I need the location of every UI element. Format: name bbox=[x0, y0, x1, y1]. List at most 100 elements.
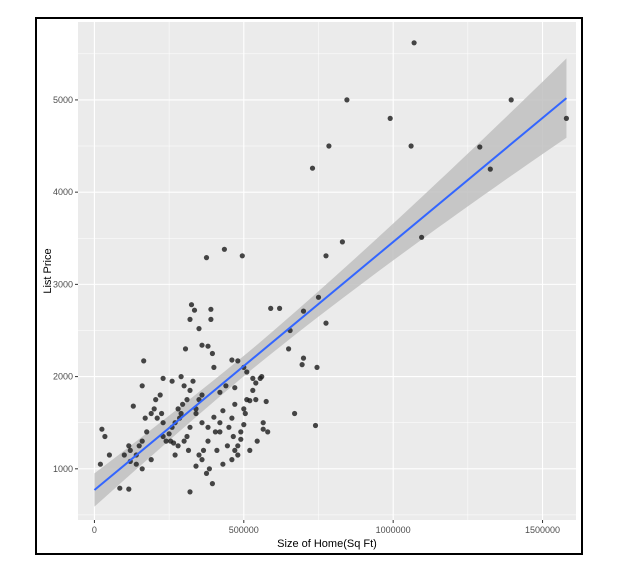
data-point bbox=[299, 362, 305, 368]
data-point bbox=[139, 438, 145, 444]
data-point bbox=[175, 443, 181, 449]
data-point bbox=[127, 447, 133, 453]
data-point bbox=[121, 452, 127, 458]
data-point bbox=[229, 457, 235, 463]
data-point bbox=[106, 452, 112, 458]
data-point bbox=[254, 438, 260, 444]
data-point bbox=[208, 306, 214, 312]
data-point bbox=[387, 115, 393, 121]
minor-gridlines bbox=[78, 22, 576, 520]
data-point bbox=[139, 466, 145, 472]
data-point bbox=[247, 447, 253, 453]
data-point bbox=[209, 481, 215, 487]
data-point bbox=[487, 166, 493, 172]
data-point bbox=[99, 426, 105, 432]
data-point bbox=[144, 429, 150, 435]
data-point bbox=[199, 342, 205, 348]
data-point bbox=[211, 364, 217, 370]
data-point bbox=[157, 392, 163, 398]
data-point bbox=[235, 443, 241, 449]
data-point bbox=[199, 420, 205, 426]
data-point bbox=[154, 415, 160, 421]
data-point bbox=[217, 389, 223, 395]
data-point bbox=[411, 40, 417, 46]
data-point bbox=[253, 380, 259, 386]
data-point bbox=[229, 415, 235, 421]
x-axis-ticks: 0 500000 1000000 1500000 bbox=[92, 520, 560, 535]
data-point bbox=[141, 358, 147, 364]
data-point bbox=[277, 305, 283, 311]
data-point bbox=[241, 422, 247, 428]
data-point bbox=[178, 374, 184, 380]
data-point bbox=[241, 406, 247, 412]
data-point bbox=[188, 302, 195, 308]
data-point bbox=[326, 143, 332, 149]
data-point bbox=[230, 433, 236, 440]
data-point bbox=[130, 403, 136, 409]
data-point bbox=[300, 308, 307, 314]
data-point bbox=[300, 355, 307, 361]
data-point bbox=[260, 420, 266, 426]
data-point bbox=[212, 429, 218, 435]
data-point bbox=[203, 470, 210, 476]
data-point bbox=[244, 397, 250, 403]
data-point bbox=[160, 420, 166, 426]
data-point bbox=[148, 457, 154, 463]
data-point bbox=[239, 253, 245, 259]
data-point bbox=[136, 443, 142, 449]
data-point bbox=[181, 383, 187, 389]
data-point bbox=[286, 346, 292, 352]
data-point bbox=[323, 320, 329, 326]
data-point bbox=[214, 447, 220, 453]
data-point bbox=[232, 385, 238, 391]
data-point bbox=[151, 406, 157, 412]
data-point bbox=[220, 408, 226, 414]
data-point bbox=[315, 294, 322, 300]
data-point bbox=[175, 406, 181, 412]
data-point bbox=[169, 378, 175, 384]
data-point bbox=[193, 463, 199, 469]
data-point bbox=[182, 346, 189, 352]
data-point bbox=[232, 401, 238, 407]
data-point bbox=[102, 433, 108, 440]
data-point bbox=[344, 97, 350, 103]
regression-line bbox=[93, 97, 568, 491]
data-point bbox=[209, 350, 215, 357]
data-point bbox=[160, 375, 166, 381]
data-point bbox=[238, 436, 244, 442]
data-point bbox=[200, 447, 207, 453]
data-point bbox=[253, 397, 259, 403]
data-point bbox=[244, 369, 250, 375]
data-point bbox=[314, 364, 320, 370]
data-point bbox=[117, 485, 123, 491]
y-tick-label: 5000 bbox=[53, 95, 73, 105]
data-point bbox=[419, 234, 425, 240]
data-point bbox=[563, 115, 570, 121]
data-point bbox=[184, 433, 190, 440]
data-point bbox=[205, 424, 211, 430]
data-point bbox=[217, 429, 223, 435]
data-point bbox=[508, 97, 514, 103]
data-point bbox=[142, 415, 148, 421]
y-tick-label: 1000 bbox=[53, 464, 73, 474]
data-point bbox=[238, 429, 244, 435]
y-tick-label: 4000 bbox=[53, 187, 73, 197]
data-point bbox=[292, 410, 298, 417]
y-axis-ticks: 1000 2000 3000 4000 5000 bbox=[53, 95, 78, 474]
data-point bbox=[148, 410, 154, 417]
x-tick-label: 1000000 bbox=[376, 525, 411, 535]
data-point bbox=[178, 410, 184, 417]
y-tick-label: 2000 bbox=[53, 372, 73, 382]
data-point bbox=[187, 316, 193, 322]
data-point bbox=[217, 420, 223, 426]
data-point bbox=[126, 443, 132, 449]
data-point bbox=[166, 431, 172, 437]
data-point bbox=[263, 398, 269, 405]
data-point bbox=[185, 447, 192, 453]
data-point bbox=[191, 307, 198, 313]
data-point bbox=[220, 461, 226, 467]
x-axis-title: Size of Home(Sq Ft) bbox=[277, 538, 377, 550]
data-point bbox=[203, 255, 210, 261]
data-point bbox=[235, 452, 241, 458]
